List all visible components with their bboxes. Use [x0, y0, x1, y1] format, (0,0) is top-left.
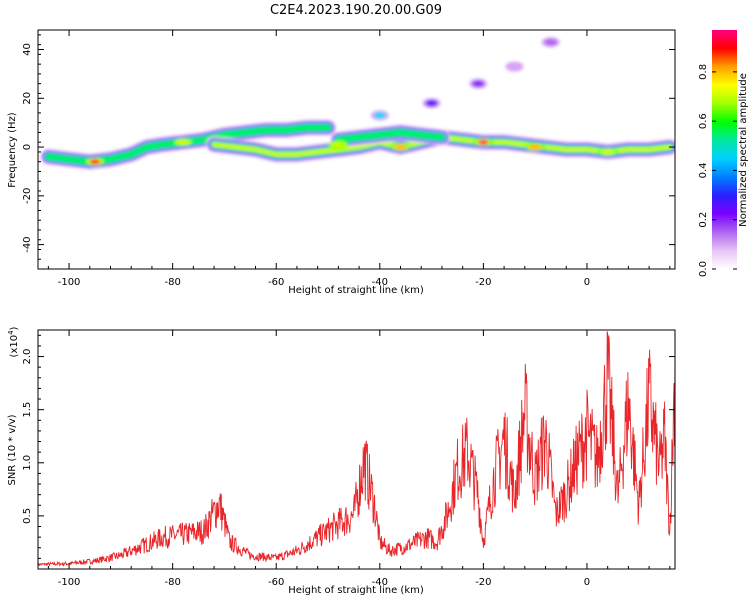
heatmap-peak-5-level-1	[330, 141, 347, 149]
snr-x-ticks: -100 -80 -60 -40 -20 0	[47, 330, 671, 588]
heatmap-x-tick-label--60: -60	[268, 277, 284, 288]
heatmap-ridge-2-level-4	[334, 128, 446, 144]
heatmap-x-tick-label--20: -20	[475, 277, 491, 288]
snr-x-tick-label--60: -60	[268, 577, 284, 588]
heatmap-x-ticks: -100 -80 -60 -40 -20 0	[47, 30, 671, 288]
colorbar-tick-label-3: 0.6	[698, 113, 709, 129]
heatmap-ylabel: Frequency (Hz)	[7, 112, 18, 188]
heatmap-panel: -100 -80 -60 -40 -20 0 -40 -20 0 20 40 Height of …	[7, 29, 676, 296]
heatmap-blob-4-inner	[544, 38, 557, 46]
snr-x-tick-label--80: -80	[164, 577, 180, 588]
snr-frame	[37, 329, 676, 570]
heatmap-blob-2-inner	[472, 80, 485, 87]
snr-ylabel: SNR (10 * v/v)	[7, 414, 18, 485]
snr-y-tick-label-1: 1.0	[22, 455, 33, 471]
heatmap-y-tick-label--40: -40	[22, 236, 33, 252]
snr-y-ticks: 0.5 1.0 1.5 2.0	[22, 334, 675, 559]
snr-x-tick-label--20: -20	[475, 577, 491, 588]
colorbar-label: Normalized spectral amplitude	[738, 73, 749, 227]
heatmap-y-tick-label-20: 20	[22, 92, 33, 105]
snr-multiplier: (x104)	[7, 326, 20, 357]
colorbar: 0.0 0.2 0.4 0.6 0.8 Normalized spectral ampl…	[698, 30, 749, 277]
heatmap-peak-3-level-2	[528, 144, 542, 150]
colorbar-ticks: 0.0 0.2 0.4 0.6 0.8	[698, 64, 737, 277]
snr-multiplier-close: )	[9, 326, 20, 330]
heatmap-y-tick-label-40: 40	[22, 43, 33, 56]
heatmap-xlabel: Height of straight line (km)	[288, 285, 424, 296]
snr-y-tick-label-3: 2.0	[22, 349, 33, 365]
snr-multiplier-exp: 4	[7, 330, 15, 335]
heatmap-peak-6-level-1	[174, 138, 192, 146]
heatmap-peak-1-level-4	[480, 140, 487, 144]
colorbar-tick-label-2: 0.4	[698, 162, 709, 178]
snr-plot-area	[38, 330, 675, 569]
snr-y-tick-label-0: 0.5	[22, 508, 33, 524]
snr-panel: -100 -80 -60 -40 -20 0 0.5 1.0 1.5 2.0 Height of…	[7, 326, 676, 596]
snr-x-tick-label--40: -40	[372, 577, 388, 588]
heatmap-blob-3-inner	[508, 63, 521, 70]
heatmap-x-tick-label--100: -100	[58, 277, 81, 288]
colorbar-tick-label-0: 0.0	[698, 261, 709, 277]
heatmap-blob-0-inner	[373, 112, 386, 119]
colorbar-gradient	[712, 30, 737, 269]
snr-y-tick-label-2: 1.5	[22, 402, 33, 418]
heatmap-blob-1-inner	[425, 99, 438, 107]
colorbar-tick-label-1: 0.2	[698, 212, 709, 228]
heatmap-y-tick-label--20: -20	[22, 188, 33, 204]
colorbar-tick-label-4: 0.8	[698, 64, 709, 80]
snr-series-line	[38, 331, 675, 568]
figure-title: C2E4.2023.190.20.00.G09	[270, 3, 442, 18]
heatmap-frame	[37, 29, 676, 270]
heatmap-peak-0-level-3	[90, 159, 100, 164]
heatmap-peak-4-level-1	[599, 148, 616, 156]
snr-xlabel: Height of straight line (km)	[288, 585, 424, 596]
heatmap-x-tick-label--80: -80	[164, 277, 180, 288]
heatmap-peak-2-level-2	[394, 144, 407, 150]
heatmap-x-tick-label-0: 0	[584, 277, 590, 288]
snr-x-tick-label--100: -100	[58, 577, 81, 588]
heatmap-layer	[40, 37, 675, 170]
heatmap-x-tick-label--40: -40	[372, 277, 388, 288]
snr-x-tick-label-0: 0	[584, 577, 590, 588]
heatmap-y-ticks: -40 -20 0 20 40	[22, 34, 675, 270]
snr-multiplier-open: (x10	[9, 335, 20, 358]
heatmap-y-tick-label-0: 0	[22, 144, 33, 150]
